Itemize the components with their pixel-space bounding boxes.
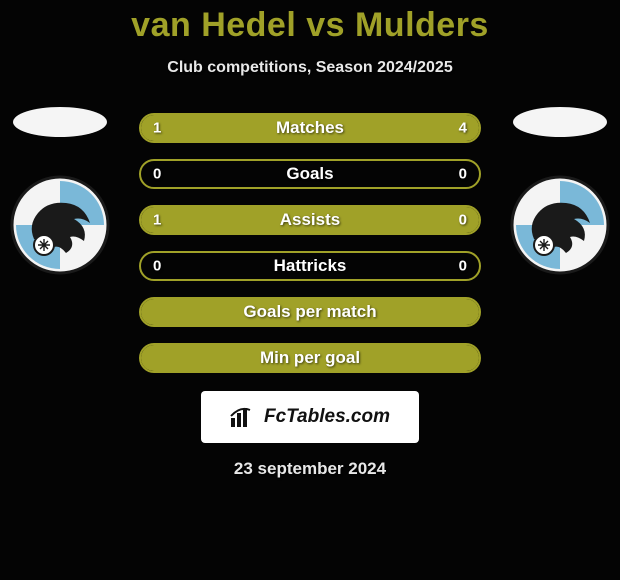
bars-icon <box>230 406 258 428</box>
stat-label: Assists <box>141 210 479 230</box>
stat-label: Matches <box>141 118 479 138</box>
page-title: van Hedel vs Mulders <box>0 6 620 45</box>
player-left-column <box>0 107 120 275</box>
avatar-right <box>513 107 607 137</box>
stat-label: Goals <box>141 164 479 184</box>
dragon-badge-icon <box>510 175 610 275</box>
attribution-text: FcTables.com <box>264 406 390 428</box>
chart-area: 14Matches 00Goals 10Assists 00Hattricks Goal… <box>0 113 620 373</box>
stat-rows: 14Matches 00Goals 10Assists 00Hattricks Goal… <box>139 113 481 373</box>
stat-row: 00Hattricks <box>139 251 481 281</box>
player-right-column <box>500 107 620 275</box>
subtitle: Club competitions, Season 2024/2025 <box>0 59 620 77</box>
club-badge-left <box>10 175 110 275</box>
stat-row: 10Assists <box>139 205 481 235</box>
stat-row: 00Goals <box>139 159 481 189</box>
stat-label: Goals per match <box>141 302 479 322</box>
stat-row: 14Matches <box>139 113 481 143</box>
stat-row: Goals per match <box>139 297 481 327</box>
avatar-left <box>13 107 107 137</box>
dragon-badge-icon <box>10 175 110 275</box>
stat-label: Min per goal <box>141 348 479 368</box>
club-badge-right <box>510 175 610 275</box>
footer-date: 23 september 2024 <box>0 459 620 479</box>
stat-row: Min per goal <box>139 343 481 373</box>
comparison-card: van Hedel vs Mulders Club competitions, … <box>0 0 620 479</box>
stat-label: Hattricks <box>141 256 479 276</box>
attribution-badge: FcTables.com <box>201 391 419 443</box>
